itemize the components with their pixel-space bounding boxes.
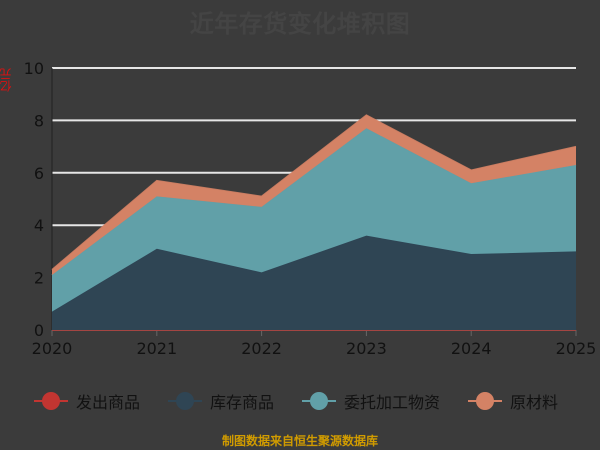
y-tick-label-0: 0 <box>34 321 44 340</box>
x-tick-label-0: 2020 <box>32 339 73 358</box>
area-series-edge-4 <box>51 114 577 271</box>
legend-swatch-1 <box>34 392 68 410</box>
x-tick-label-1: 2021 <box>136 339 177 358</box>
legend-swatch-3 <box>302 392 337 410</box>
y-tick-label-1: 2 <box>34 269 44 288</box>
y-tick-label-3: 6 <box>34 164 44 183</box>
legend-item-4[interactable]: 原材料 <box>468 389 558 413</box>
x-tick-label-3: 2023 <box>346 339 387 358</box>
x-tick-label-5: 2025 <box>556 339 597 358</box>
legend-item-1[interactable]: 发出商品 <box>34 389 140 413</box>
area-series-3 <box>52 128 576 312</box>
y-tick-label-2: 4 <box>34 216 44 235</box>
area-series-4 <box>52 115 576 275</box>
legend-label-3: 委托加工物资 <box>344 393 441 412</box>
legend-item-2[interactable]: 库存商品 <box>168 389 274 413</box>
y-tick-label-4: 8 <box>34 111 44 130</box>
chart-title: 近年存货变化堆积图 <box>189 10 411 38</box>
x-tick-label-2: 2022 <box>241 339 282 358</box>
footer-source: 制图数据来自恒生聚源数据库 <box>221 434 378 448</box>
legend: 发出商品 库存商品 委托加工物资 原材料 <box>34 387 558 415</box>
area-series-2 <box>52 235 576 330</box>
legend-swatch-4 <box>468 392 503 410</box>
legend-label-4: 原材料 <box>510 393 559 412</box>
y-tick-label-5: 10 <box>24 59 44 78</box>
legend-label-1: 发出商品 <box>76 393 141 412</box>
legend-item-3[interactable]: 委托加工物资 <box>302 389 440 413</box>
legend-label-2: 库存商品 <box>210 393 275 412</box>
legend-swatch-2 <box>168 392 203 410</box>
x-tick-label-4: 2024 <box>451 339 492 358</box>
